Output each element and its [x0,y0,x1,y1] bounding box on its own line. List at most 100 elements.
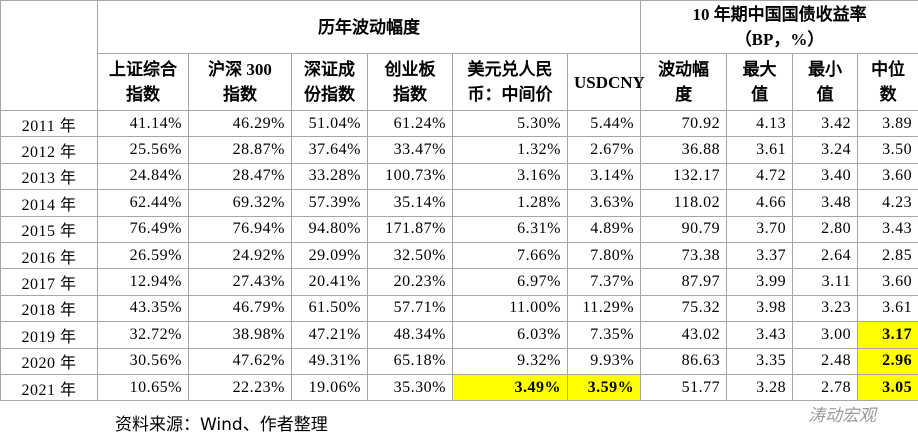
value-cell: 4.89% [566,215,642,243]
value-cell: 1.28% [452,189,568,217]
value-cell: 36.88 [640,136,728,164]
value-cell: 132.17 [640,162,728,191]
volatility-table: 历年波动幅度 10 年期中国国债收益率 （BP，%） 上证综合 指数 沪深 300 指数 深证… [0,0,918,402]
header-line: 波动幅 [658,60,710,79]
data-row: 2014 年 62.44% 69.32% 57.39% 35.14% 1.28% 3.63%… [0,189,918,217]
header-line: 数 [879,85,897,104]
value-cell: 47.21% [291,321,368,349]
source-note: 资料来源：Wind、作者整理 [115,415,328,435]
value-cell: 11.29% [566,294,642,323]
value-cell: 3.59% [566,373,642,402]
data-row: 2021 年 10.65% 22.23% 19.06% 35.30% 3.49% 3.59%… [0,373,918,402]
header-line: 美元兑人民 [467,60,553,79]
watermark: 涛动宏观 [808,406,876,426]
value-cell: 6.03% [452,321,568,349]
value-cell: 3.43 [726,321,794,349]
value-cell: 46.79% [188,294,292,323]
value-cell: 90.79 [640,215,728,243]
data-row: 2017 年 12.94% 27.43% 20.41% 20.23% 6.97% 7.37%… [0,268,918,296]
year-cell: 2016 年 [0,241,98,270]
column-header: 美元兑人民币：中间价 [452,53,568,111]
value-cell: 3.42 [792,109,859,138]
value-cell: 26.59% [97,241,189,270]
header-line: 指数 [393,85,427,104]
value-cell: 33.28% [291,162,368,191]
value-cell: 61.24% [367,109,453,138]
value-cell: 3.00 [792,321,859,349]
header-line: 指数 [223,85,257,104]
value-cell: 29.09% [291,241,368,270]
group-header: 10 年期中国国债收益率 （BP，%） [640,0,918,54]
value-cell: 2.80 [792,215,859,243]
value-cell: 4.23 [857,189,918,217]
value-cell: 33.47% [367,136,453,164]
header-line: USDCNY [574,72,645,92]
value-cell: 3.35 [726,347,794,375]
value-cell: 3.98 [726,294,794,323]
value-cell: 28.87% [188,136,292,164]
value-cell: 35.14% [367,189,453,217]
value-cell: 3.49% [452,373,568,402]
value-cell: 2.96 [857,347,918,375]
data-row: 2016 年 26.59% 24.92% 29.09% 32.50% 7.66% 7.80%… [0,241,918,270]
value-cell: 3.37 [726,241,794,270]
value-cell: 3.89 [857,109,918,138]
value-cell: 62.44% [97,189,189,217]
value-cell: 4.13 [726,109,794,138]
data-row: 2015 年 76.49% 76.94% 94.80% 171.87% 6.31% 4.89… [0,215,918,243]
value-cell: 3.24 [792,136,859,164]
year-cell: 2021 年 [0,373,98,402]
value-cell: 11.00% [452,294,568,323]
header-line: 指数 [126,85,160,104]
column-header: 沪深 300 指数 [188,53,292,111]
value-cell: 28.47% [188,162,292,191]
value-cell: 7.37% [566,268,642,296]
column-header: USDCNY [566,53,645,111]
year-cell: 2011 年 [0,109,98,138]
value-cell: 73.38 [640,241,728,270]
value-cell: 6.31% [452,215,568,243]
year-cell: 2012 年 [0,136,98,164]
value-cell: 27.43% [188,268,292,296]
value-cell: 65.18% [367,347,453,375]
value-cell: 7.66% [452,241,568,270]
value-cell: 2.48 [792,347,859,375]
header-row: 历年波动幅度 10 年期中国国债收益率 （BP，%） [0,0,918,111]
value-cell: 2.78 [792,373,859,402]
value-cell: 2.85 [857,241,918,270]
value-cell: 32.72% [97,321,189,349]
column-header: 最大值 [726,53,794,111]
value-cell: 2.64 [792,241,859,270]
data-row: 2018 年 43.35% 46.79% 61.50% 57.71% 11.00% 11.2… [0,294,918,323]
value-cell: 43.35% [97,294,189,323]
header-line: 深证成 [304,60,355,79]
header-line: 中位 [871,60,906,79]
value-cell: 3.63% [566,189,642,217]
value-cell: 3.14% [566,162,642,191]
value-cell: 7.80% [566,241,642,270]
value-cell: 7.35% [566,321,642,349]
value-cell: 86.63 [640,347,728,375]
value-cell: 9.93% [566,347,642,375]
value-cell: 3.61 [857,294,918,323]
header-line: 最大 [742,60,777,79]
value-cell: 22.23% [188,373,292,402]
data-row: 2019 年 32.72% 38.98% 47.21% 48.34% 6.03% 7.35%… [0,321,918,349]
value-cell: 3.50 [857,136,918,164]
value-cell: 49.31% [291,347,368,375]
value-cell: 57.71% [367,294,453,323]
value-cell: 35.30% [367,373,453,402]
value-cell: 10.65% [97,373,189,402]
value-cell: 37.64% [291,136,368,164]
value-cell: 3.70 [726,215,794,243]
value-cell: 20.41% [291,268,368,296]
year-cell: 2018 年 [0,294,98,323]
value-cell: 3.17 [857,321,918,349]
year-cell: 2020 年 [0,347,98,375]
year-cell: 2013 年 [0,162,98,191]
value-cell: 19.06% [291,373,368,402]
table-body: 历年波动幅度 10 年期中国国债收益率 （BP，%） 上证综合 指数 沪深 300 指数 深证… [0,0,918,402]
value-cell: 6.97% [452,268,568,296]
header-line: 币：中间价 [467,85,553,104]
